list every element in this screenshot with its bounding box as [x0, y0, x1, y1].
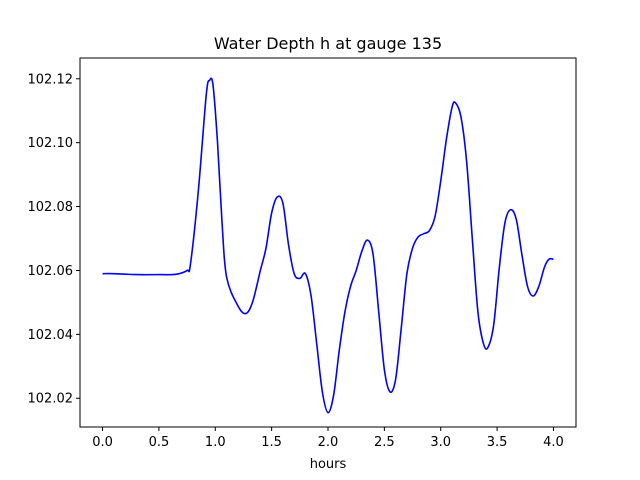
x-tick-label: 3.5 [487, 435, 508, 450]
x-tick-label: 1.5 [261, 435, 282, 450]
x-tick-label: 1.0 [205, 435, 226, 450]
chart-title: Water Depth h at gauge 135 [214, 34, 442, 53]
y-tick-label: 102.08 [28, 200, 74, 215]
axes-frame [79, 57, 577, 428]
y-axis-ticks: 102.02 102.04 102.06 102.08 102.10 102.12 [28, 72, 80, 407]
x-tick-label: 2.5 [374, 435, 395, 450]
x-tick-label: 0.5 [149, 435, 170, 450]
series-line-0 [102, 77, 554, 414]
y-tick-label: 102.10 [28, 136, 74, 151]
plot-area [102, 77, 554, 414]
y-tick-label: 102.04 [28, 328, 74, 343]
x-tick-label: 0.0 [92, 435, 113, 450]
y-tick-label: 102.06 [28, 264, 74, 279]
x-tick-label: 2.0 [318, 435, 339, 450]
x-tick-label: 4.0 [543, 435, 564, 450]
x-axis-ticks: 0.0 0.5 1.0 1.5 2.0 2.5 3.0 3.5 4.0 [92, 427, 564, 450]
x-tick-label: 3.0 [430, 435, 451, 450]
y-tick-label: 102.02 [28, 392, 74, 407]
y-tick-label: 102.12 [28, 72, 74, 87]
x-axis-label: hours [310, 457, 347, 472]
